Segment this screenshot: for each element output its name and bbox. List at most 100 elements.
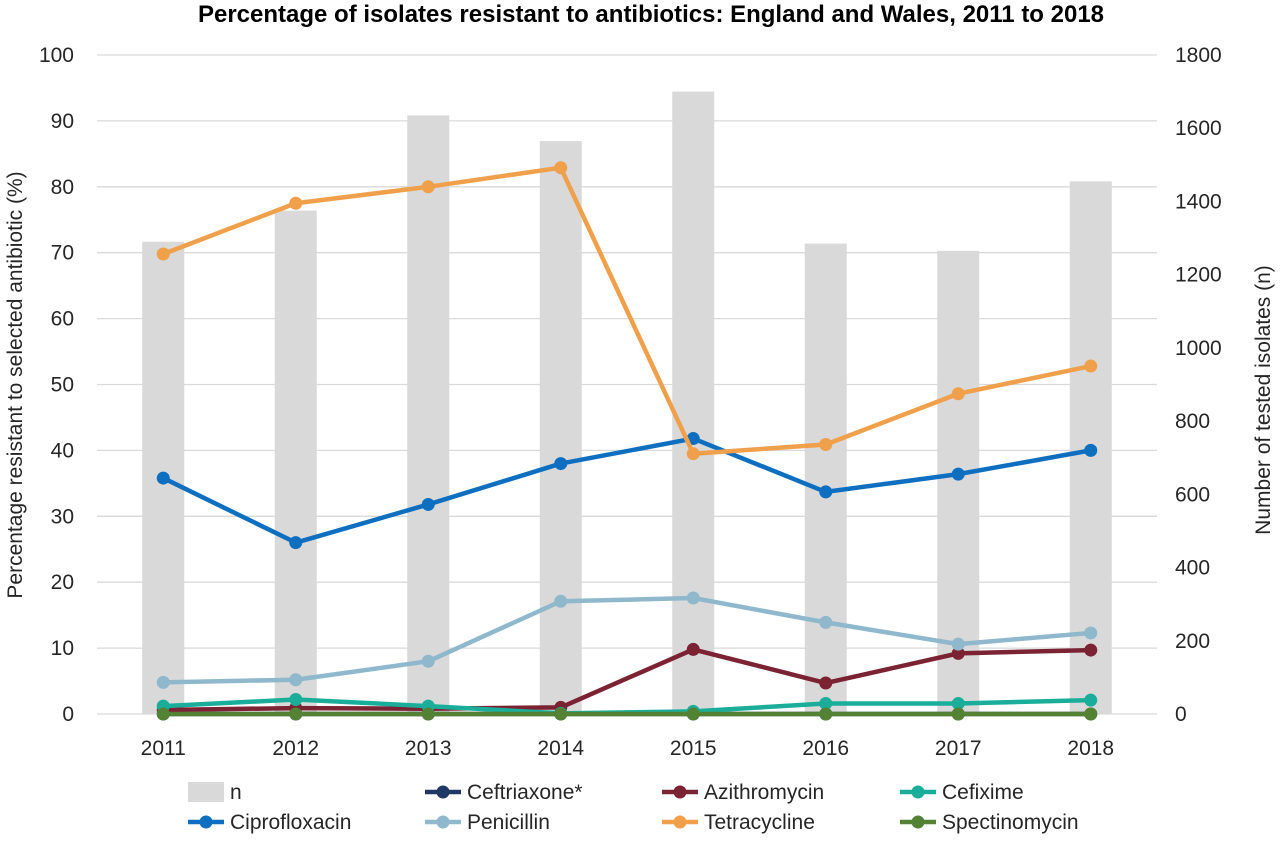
x-axis-ticks: 2011 2012 2013 2014 2015 2016 2017 2018: [141, 737, 1114, 760]
legend-label-tetracycline: Tetracycline: [704, 811, 815, 834]
bar-n-2013: [407, 115, 450, 715]
point-cefixime-2012: [289, 693, 303, 707]
legend-label-azithromycin: Azithromycin: [704, 781, 824, 804]
right-tick-label: 200: [1175, 630, 1210, 653]
legend-label-ceftriaxone: Ceftriaxone*: [467, 781, 583, 804]
x-tick-label: 2017: [935, 737, 982, 760]
legend-swatch-marker-ceftriaxone: [436, 785, 450, 799]
point-ciprofloxacin-2012: [289, 536, 303, 550]
right-tick-label: 1200: [1175, 264, 1222, 287]
legend-swatch-marker-ciprofloxacin: [199, 815, 213, 829]
bar-n-2015: [672, 91, 715, 715]
x-tick-label: 2018: [1067, 737, 1114, 760]
left-tick-label: 30: [51, 505, 74, 528]
point-tetracycline-2017: [951, 387, 965, 401]
left-axis-title: Percentage resistant to selected antibio…: [4, 171, 27, 598]
series-line-ciprofloxacin: [162, 436, 1092, 545]
left-axis-ticks: 0 10 20 30 40 50 60 70 80 90 100: [39, 44, 74, 726]
point-penicillin-2018: [1084, 626, 1098, 640]
left-tick-label: 50: [51, 374, 74, 397]
point-azithromycin-2018: [1084, 643, 1098, 657]
left-tick-label: 70: [51, 242, 74, 265]
series-line-tetracycline: [162, 165, 1092, 456]
bars-n: [142, 91, 1112, 715]
point-penicillin-2012: [289, 673, 303, 687]
point-spectinomycin-2014: [554, 707, 568, 721]
chart-title: Percentage of isolates resistant to anti…: [198, 1, 1104, 28]
bar-n-2016: [804, 243, 847, 714]
point-tetracycline-2016: [819, 437, 833, 451]
series-lines: [156, 161, 1098, 721]
left-tick-label: 0: [62, 703, 74, 726]
point-penicillin-2011: [156, 675, 170, 689]
point-spectinomycin-2017: [951, 707, 965, 721]
left-tick-label: 90: [51, 110, 74, 133]
right-tick-label: 1400: [1175, 190, 1222, 213]
point-tetracycline-2011: [156, 247, 170, 261]
point-tetracycline-2018: [1084, 359, 1098, 373]
point-penicillin-2017: [951, 637, 965, 651]
right-tick-label: 1800: [1175, 44, 1222, 67]
right-axis-title: Number of tested isolates (n): [1252, 265, 1275, 535]
point-penicillin-2015: [686, 591, 700, 605]
bar-n-2012: [274, 210, 317, 714]
bar-n-2017: [937, 250, 980, 714]
point-ciprofloxacin-2014: [554, 457, 568, 471]
point-penicillin-2014: [554, 594, 568, 608]
right-tick-label: 400: [1175, 557, 1210, 580]
point-ciprofloxacin-2016: [819, 485, 833, 499]
point-spectinomycin-2011: [156, 707, 170, 721]
point-cefixime-2016: [819, 696, 833, 710]
left-tick-label: 20: [51, 571, 74, 594]
x-tick-label: 2013: [405, 737, 452, 760]
series-line-penicillin: [163, 595, 1091, 685]
left-tick-label: 60: [51, 308, 74, 331]
legend-swatch-marker-cefixime: [911, 785, 925, 799]
right-tick-label: 1600: [1175, 117, 1222, 140]
legend-label-penicillin: Penicillin: [467, 811, 550, 834]
point-tetracycline-2013: [421, 180, 435, 194]
point-ciprofloxacin-2013: [421, 497, 435, 511]
point-cefixime-2017: [951, 696, 965, 710]
right-tick-label: 0: [1175, 703, 1187, 726]
bar-n-2014: [539, 141, 582, 714]
point-spectinomycin-2018: [1084, 707, 1098, 721]
point-ciprofloxacin-2017: [951, 467, 965, 481]
right-tick-label: 800: [1175, 410, 1210, 433]
legend-swatch-marker-tetracycline: [673, 815, 687, 829]
point-ciprofloxacin-2011: [156, 471, 170, 485]
point-cefixime-2018: [1084, 693, 1098, 707]
left-tick-label: 100: [39, 44, 74, 67]
series-line-azithromycin: [163, 647, 1091, 713]
point-tetracycline-2012: [289, 196, 303, 210]
point-penicillin-2016: [819, 615, 833, 629]
legend-label-cefixime: Cefixime: [942, 781, 1024, 804]
legend: n Ceftriaxone* Azithromycin Cefixime Ciprofl…: [188, 781, 1079, 834]
left-tick-label: 40: [51, 439, 74, 462]
legend-label-spectinomycin: Spectinomycin: [942, 811, 1079, 834]
legend-swatch-marker-penicillin: [436, 815, 450, 829]
x-tick-label: 2015: [670, 737, 717, 760]
legend-swatch-marker-azithromycin: [673, 785, 687, 799]
point-azithromycin-2017: [951, 646, 965, 660]
right-tick-label: 600: [1175, 483, 1210, 506]
point-penicillin-2013: [421, 654, 435, 668]
x-tick-label: 2012: [272, 737, 319, 760]
point-azithromycin-2015: [686, 642, 700, 656]
left-tick-label: 80: [51, 176, 74, 199]
point-azithromycin-2016: [819, 676, 833, 690]
point-spectinomycin-2015: [686, 707, 700, 721]
x-tick-label: 2014: [537, 737, 584, 760]
x-tick-label: 2011: [141, 737, 186, 760]
point-tetracycline-2014: [554, 161, 568, 175]
legend-label-n: n: [230, 781, 242, 804]
right-tick-label: 1000: [1175, 337, 1222, 360]
point-spectinomycin-2016: [819, 707, 833, 721]
x-tick-label: 2016: [802, 737, 849, 760]
point-spectinomycin-2012: [289, 707, 303, 721]
left-tick-label: 10: [51, 637, 74, 660]
right-axis-ticks: 0 200 400 600 800 1000 1200 1400 1600 1800: [1175, 44, 1222, 726]
legend-swatch-n: [188, 782, 224, 802]
